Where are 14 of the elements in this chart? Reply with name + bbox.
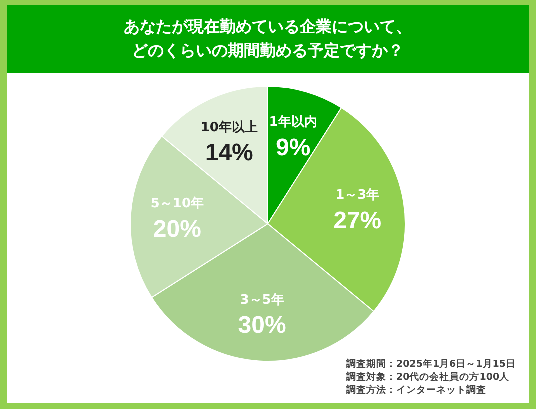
- text: 調査対象：20代の会社員の方100人: [346, 371, 511, 384]
- slice-label: 1～3年: [336, 188, 380, 204]
- data-label: 9%: [276, 134, 311, 162]
- data-label: 30%: [238, 312, 286, 340]
- text: 調査期間：2025年1月6日～1月15日: [346, 358, 516, 371]
- chart-title: あなたが現在勤めている企業について、どのくらいの期間勤める予定ですか？: [122, 16, 413, 62]
- slice-label: 5～10年: [150, 196, 204, 212]
- slice-label: 3～5年: [240, 292, 284, 308]
- slice-label: 1年以内: [269, 115, 318, 130]
- slice-label: 10年以上: [200, 120, 258, 136]
- text: 調査方法：インターネット調査: [346, 384, 488, 397]
- data-label: 14%: [205, 140, 254, 167]
- data-label: 20%: [153, 216, 202, 243]
- data-label: 27%: [334, 207, 382, 234]
